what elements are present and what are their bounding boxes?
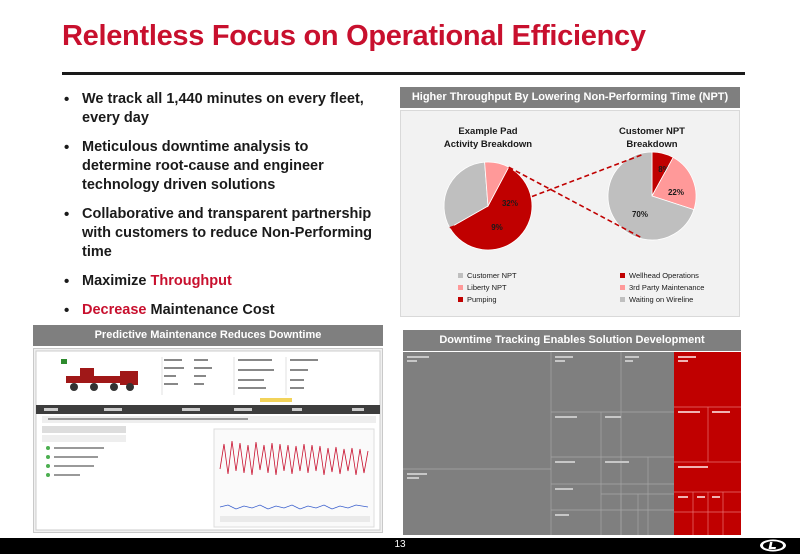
bullet-text: We track all 1,440 minutes on every flee… [82,91,364,126]
pie-slice [484,161,510,208]
slide-title: Relentless Focus on Operational Efficien… [62,20,646,52]
bullet-text: Maintenance Cost [146,302,275,318]
bullet-item: Collaborative and transparent partnershi… [60,205,380,262]
legend-swatch [620,273,625,278]
bullet-highlight: Throughput [150,273,232,289]
bullet-item: We track all 1,440 minutes on every flee… [60,90,380,128]
downtime-treemap-image [403,352,741,535]
pie-slice [651,156,697,211]
connector-line-bottom [508,166,643,239]
legend-swatch [620,285,625,290]
legend-swatch [458,285,463,290]
legend-label: Customer NPT [467,271,517,280]
legend-label: Liberty NPT [467,283,507,292]
legend-label: Pumping [467,295,497,304]
maintenance-dashboard-image [33,348,383,533]
pie-title-line: Example Pad [458,126,517,137]
pie-data-label: 70% [632,210,648,219]
pie-data-label: 22% [668,188,684,197]
legend-label: Waiting on Wireline [629,295,693,304]
legend-swatch [458,273,463,278]
throughput-panel-header: Higher Throughput By Lowering Non-Perfor… [400,87,740,108]
company-logo-icon [760,539,786,552]
legend-label: 3rd Party Maintenance [629,283,704,292]
page-number: 13 [394,539,406,550]
pie-data-label: 32% [502,199,518,208]
dashboard-screenshot [35,350,381,531]
pie-slice [443,161,489,229]
pie-data-label: 8% [658,165,670,174]
legend-swatch [620,297,625,302]
bullet-list: We track all 1,440 minutes on every flee… [60,90,380,330]
legend-swatch [458,297,463,302]
footer-bar: 13 [0,538,800,554]
treemap-graphic [403,352,741,535]
bullet-text: Maximize [82,273,151,289]
pie-data-label: 9% [491,223,503,232]
downtime-panel-header: Downtime Tracking Enables Solution Devel… [403,330,741,351]
connector-line-top [449,153,645,229]
bullet-item: Decrease Maintenance Cost [60,301,380,320]
pie-slice [607,151,695,241]
bullet-item: Meticulous downtime analysis to determin… [60,138,380,195]
bullet-item: Maximize Throughput [60,272,380,291]
bullet-text: Collaborative and transparent partnershi… [82,206,373,260]
pie-title-line: Breakdown [626,139,677,150]
pie-slice [449,166,533,251]
bullet-text: Meticulous downtime analysis to determin… [82,139,324,193]
pie-title-line: Customer NPT [619,126,685,137]
pie-title-line: Activity Breakdown [444,139,532,150]
legend-label: Wellhead Operations [629,271,699,280]
maintenance-panel-header: Predictive Maintenance Reduces Downtime [33,325,383,346]
title-divider [62,72,745,75]
bullet-highlight: Decrease [82,302,147,318]
